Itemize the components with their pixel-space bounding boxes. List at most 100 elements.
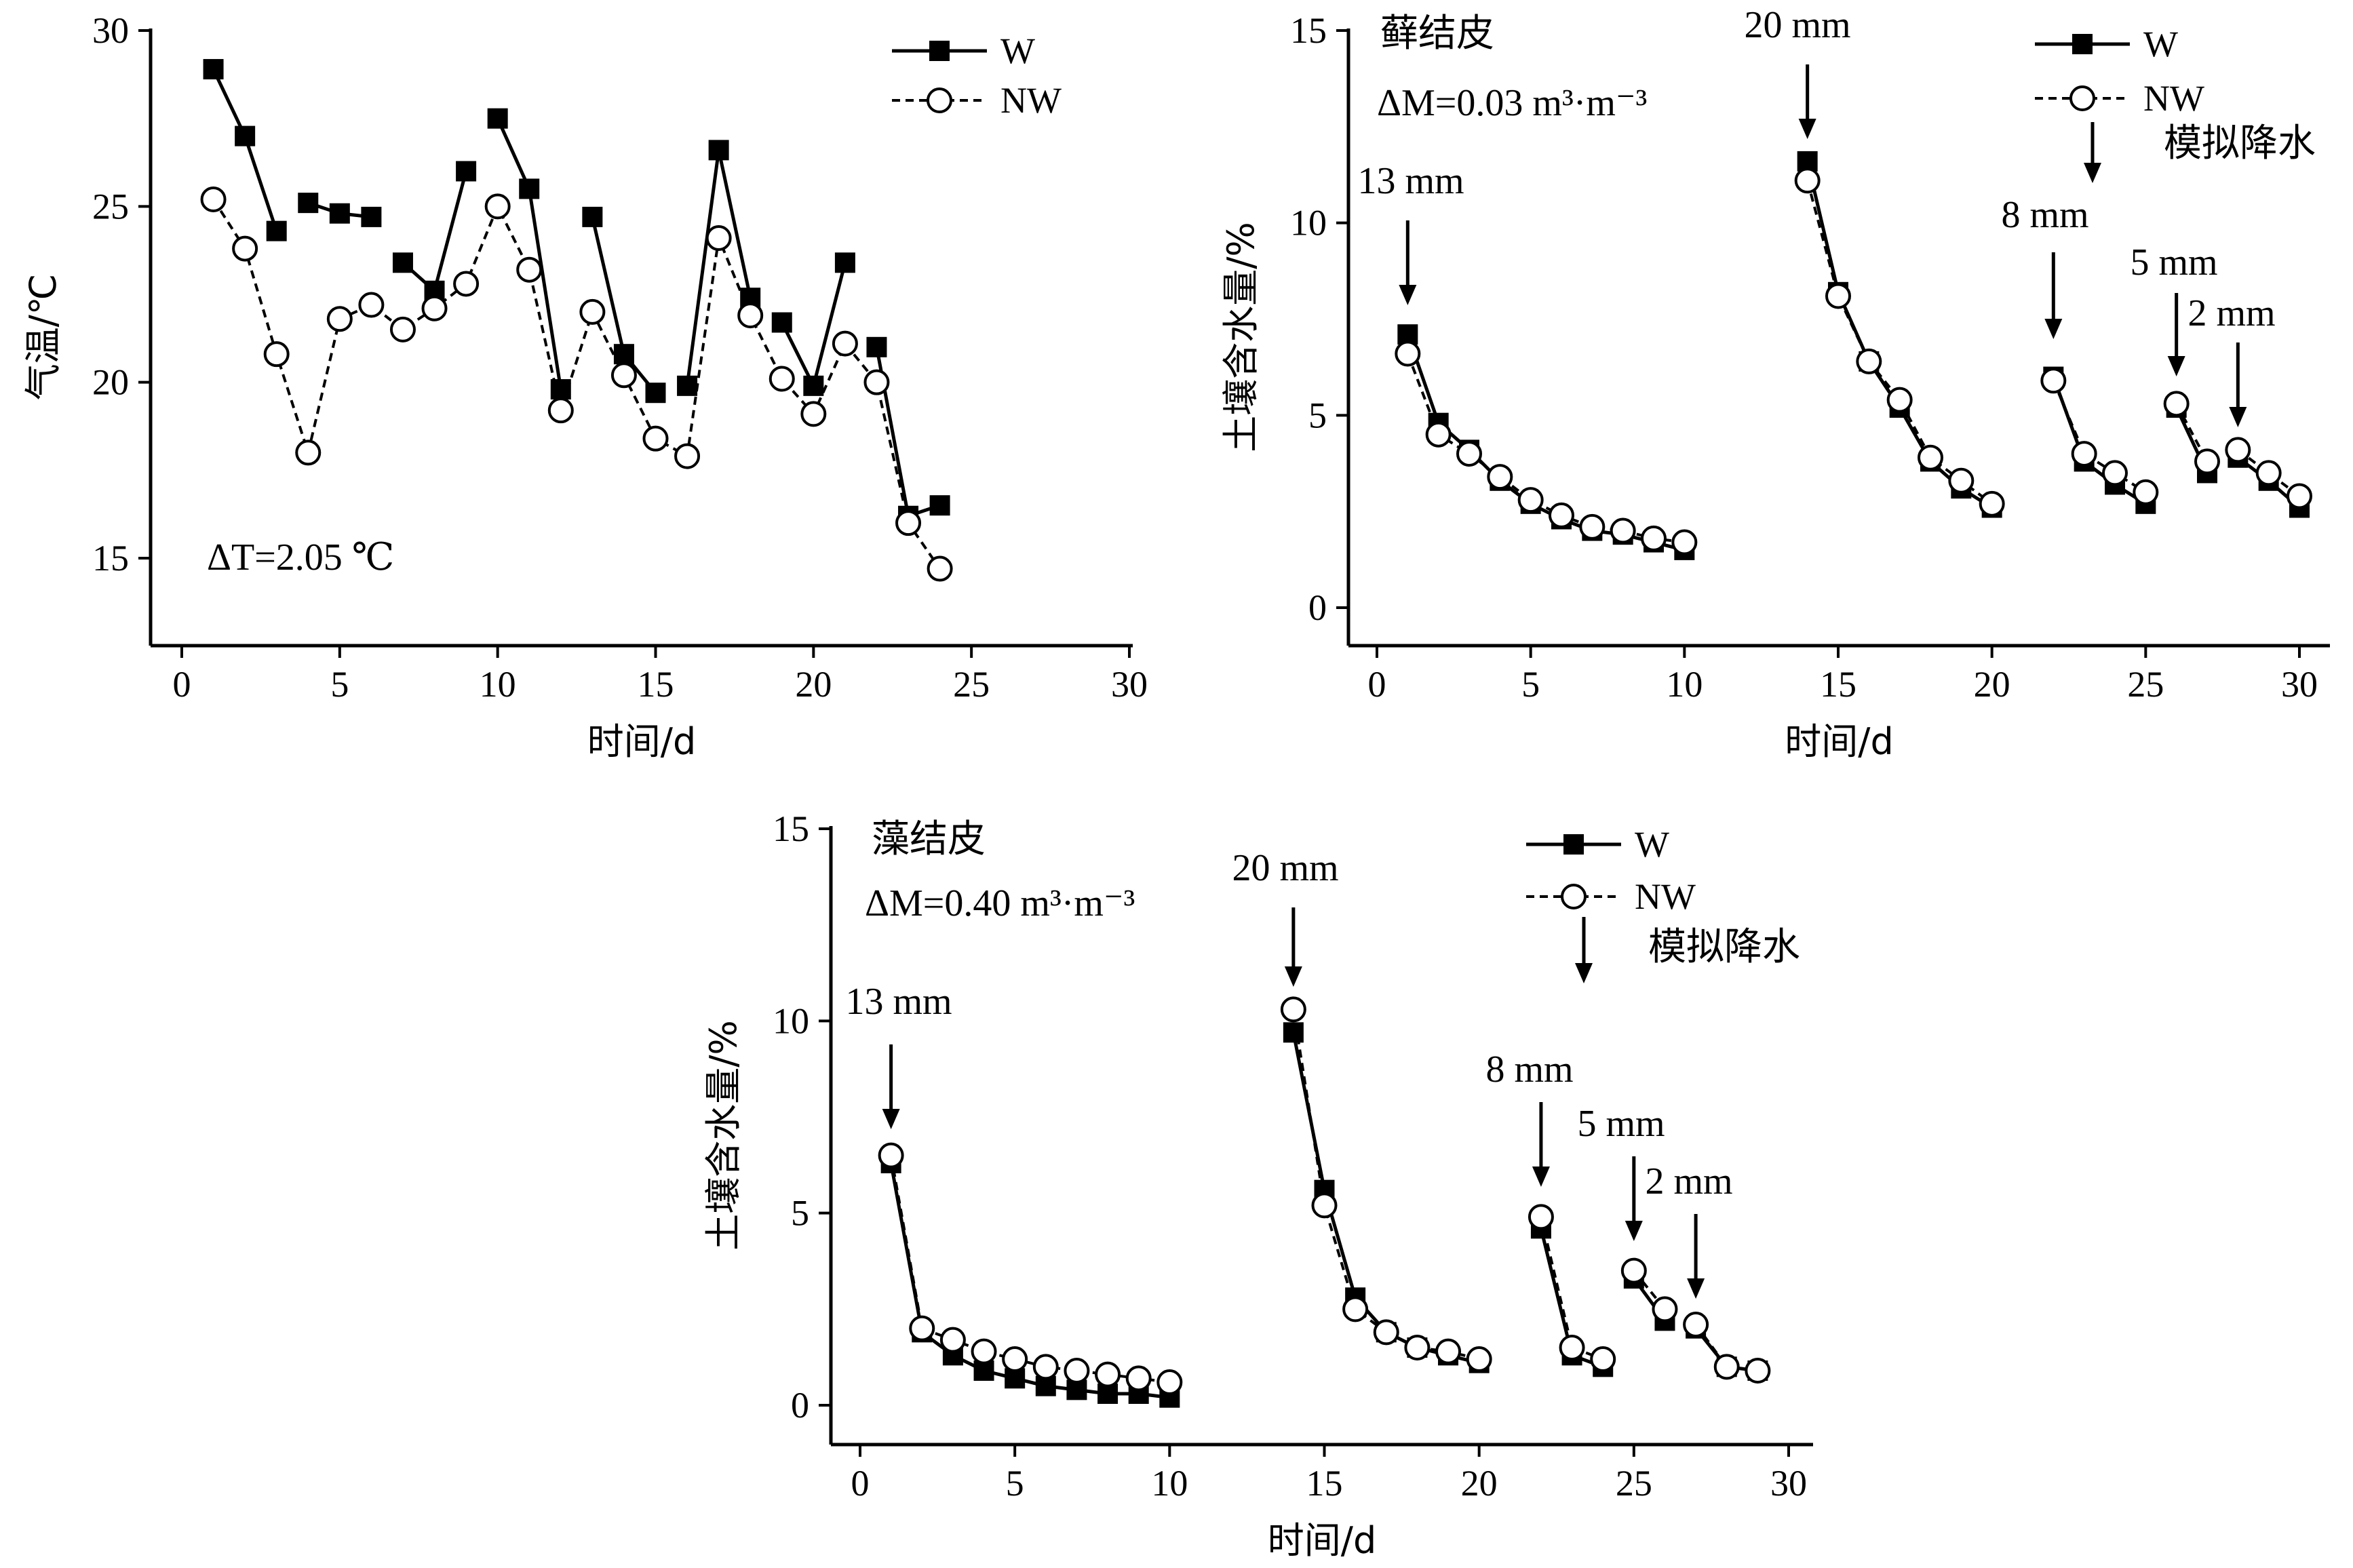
- series-NW-point: [1671, 529, 1698, 555]
- series-NW-point: [1487, 464, 1513, 490]
- series-NW-point: [579, 298, 606, 325]
- series-W-point: [235, 125, 256, 146]
- series-NW-point: [705, 225, 732, 252]
- y-tick-label: 0: [1308, 587, 1327, 628]
- series-W-point: [329, 203, 350, 224]
- series-NW-point: [1559, 1335, 1585, 1360]
- rain-label: 13 mm: [845, 981, 952, 1023]
- series-NW-point: [2255, 460, 2282, 486]
- x-tick-label: 5: [330, 664, 349, 705]
- series-NW-point: [1373, 1319, 1399, 1346]
- x-axis-label: 时间/d: [587, 720, 696, 763]
- series-NW-point: [516, 256, 543, 283]
- series-NW-point: [2194, 448, 2220, 475]
- series-NW-point: [1311, 1192, 1338, 1219]
- series-W-point: [771, 312, 792, 333]
- series-W-point: [392, 252, 413, 273]
- series-NW-point: [1610, 517, 1636, 544]
- series-NW-point: [1156, 1369, 1183, 1395]
- series-NW-point: [909, 1315, 935, 1341]
- series-W-point: [929, 495, 950, 516]
- series-NW-point: [2287, 483, 2312, 509]
- series-NW-point: [421, 295, 448, 321]
- x-tick-label: 15: [638, 664, 674, 705]
- series-NW-point: [1652, 1296, 1678, 1322]
- series-NW-point: [642, 425, 669, 452]
- series-NW-point: [1745, 1358, 1771, 1384]
- series-NW-point: [1886, 387, 1913, 413]
- series-NW-point: [1095, 1361, 1121, 1388]
- series-W-point: [613, 344, 634, 365]
- series-NW-point: [1032, 1354, 1059, 1380]
- series-NW-point: [1794, 168, 1821, 194]
- legend: W NW: [892, 31, 1062, 121]
- y-tick-label: 30: [92, 10, 129, 51]
- series-NW-point: [2163, 391, 2190, 417]
- series-NW-point: [737, 302, 764, 329]
- x-tick-label: 10: [480, 664, 516, 705]
- series-NW-point: [2225, 437, 2251, 463]
- series-NW-point: [200, 186, 227, 212]
- series-NW-point: [358, 292, 385, 318]
- series-NW-point: [971, 1338, 997, 1365]
- rain-arrow-head: [1532, 1167, 1550, 1187]
- x-tick-label: 25: [1616, 1463, 1652, 1504]
- series-W-point: [582, 206, 603, 227]
- rain-label: 2 mm: [2187, 292, 2275, 334]
- series-NW-point: [326, 306, 353, 332]
- series-NW-point: [1641, 525, 1667, 551]
- rain-label: 5 mm: [1577, 1103, 1665, 1145]
- legend-rain-label: 模拟降水: [2164, 121, 2316, 165]
- delta-annotation: ΔM=0.03 m³·m⁻³: [1377, 82, 1647, 124]
- x-axis-label: 时间/d: [1785, 720, 1893, 763]
- rain-arrow-head: [1399, 285, 1417, 305]
- series-W-point: [1797, 151, 1818, 172]
- x-tick-label: 30: [2281, 664, 2318, 705]
- series-NW-point: [769, 366, 795, 392]
- legend-nw-label: NW: [1000, 80, 1062, 121]
- x-tick-label: 15: [1306, 1463, 1343, 1504]
- series-W-line: [402, 170, 468, 294]
- rain-arrow-head: [2167, 356, 2185, 376]
- series-W-point: [519, 178, 540, 199]
- series-W-point: [487, 108, 508, 129]
- series-NW-point: [863, 369, 890, 395]
- rain-arrow-head: [2044, 319, 2063, 339]
- panel-title: 藻结皮: [872, 817, 986, 861]
- rain-arrow-head: [1284, 966, 1302, 987]
- series-W-line: [889, 1162, 1170, 1400]
- series-NW-point: [1404, 1335, 1431, 1360]
- series-W-line: [1405, 334, 1685, 552]
- series-NW-point: [1280, 996, 1306, 1023]
- y-tick-label: 15: [1290, 10, 1327, 51]
- series-NW-point: [2040, 368, 2067, 394]
- legend-w-marker: [2072, 34, 2093, 54]
- legend-w-marker: [1563, 834, 1584, 855]
- rain-arrow-head: [882, 1109, 900, 1129]
- y-tick-label: 15: [773, 808, 809, 849]
- series-NW-point: [1125, 1365, 1152, 1392]
- series-NW-point: [1517, 487, 1544, 513]
- series-NW-point: [832, 330, 858, 357]
- series-NW-point: [939, 1327, 966, 1353]
- series-NW-point: [1683, 1312, 1709, 1337]
- series-NW-point: [1395, 340, 1421, 367]
- series-W-point: [550, 379, 571, 400]
- series-NW-point: [295, 439, 322, 466]
- series-NW-point: [1064, 1358, 1090, 1384]
- rain-label: 8 mm: [2001, 194, 2088, 236]
- series-W-point: [866, 336, 887, 357]
- series-NW-point: [1549, 502, 1574, 528]
- rain-label: 20 mm: [1744, 4, 1850, 46]
- x-tick-label: 20: [1461, 1463, 1498, 1504]
- series-W-line: [685, 149, 752, 387]
- delta-annotation: ΔT=2.05 ℃: [207, 536, 394, 579]
- x-tick-label: 20: [1974, 664, 2010, 705]
- legend-nw-marker: [1561, 884, 1587, 909]
- series-NW-point: [927, 555, 953, 582]
- rain-label: 5 mm: [2130, 241, 2217, 283]
- series-NW-point: [878, 1142, 904, 1169]
- series-NW-point: [1948, 467, 1975, 494]
- series-W-point: [361, 206, 382, 227]
